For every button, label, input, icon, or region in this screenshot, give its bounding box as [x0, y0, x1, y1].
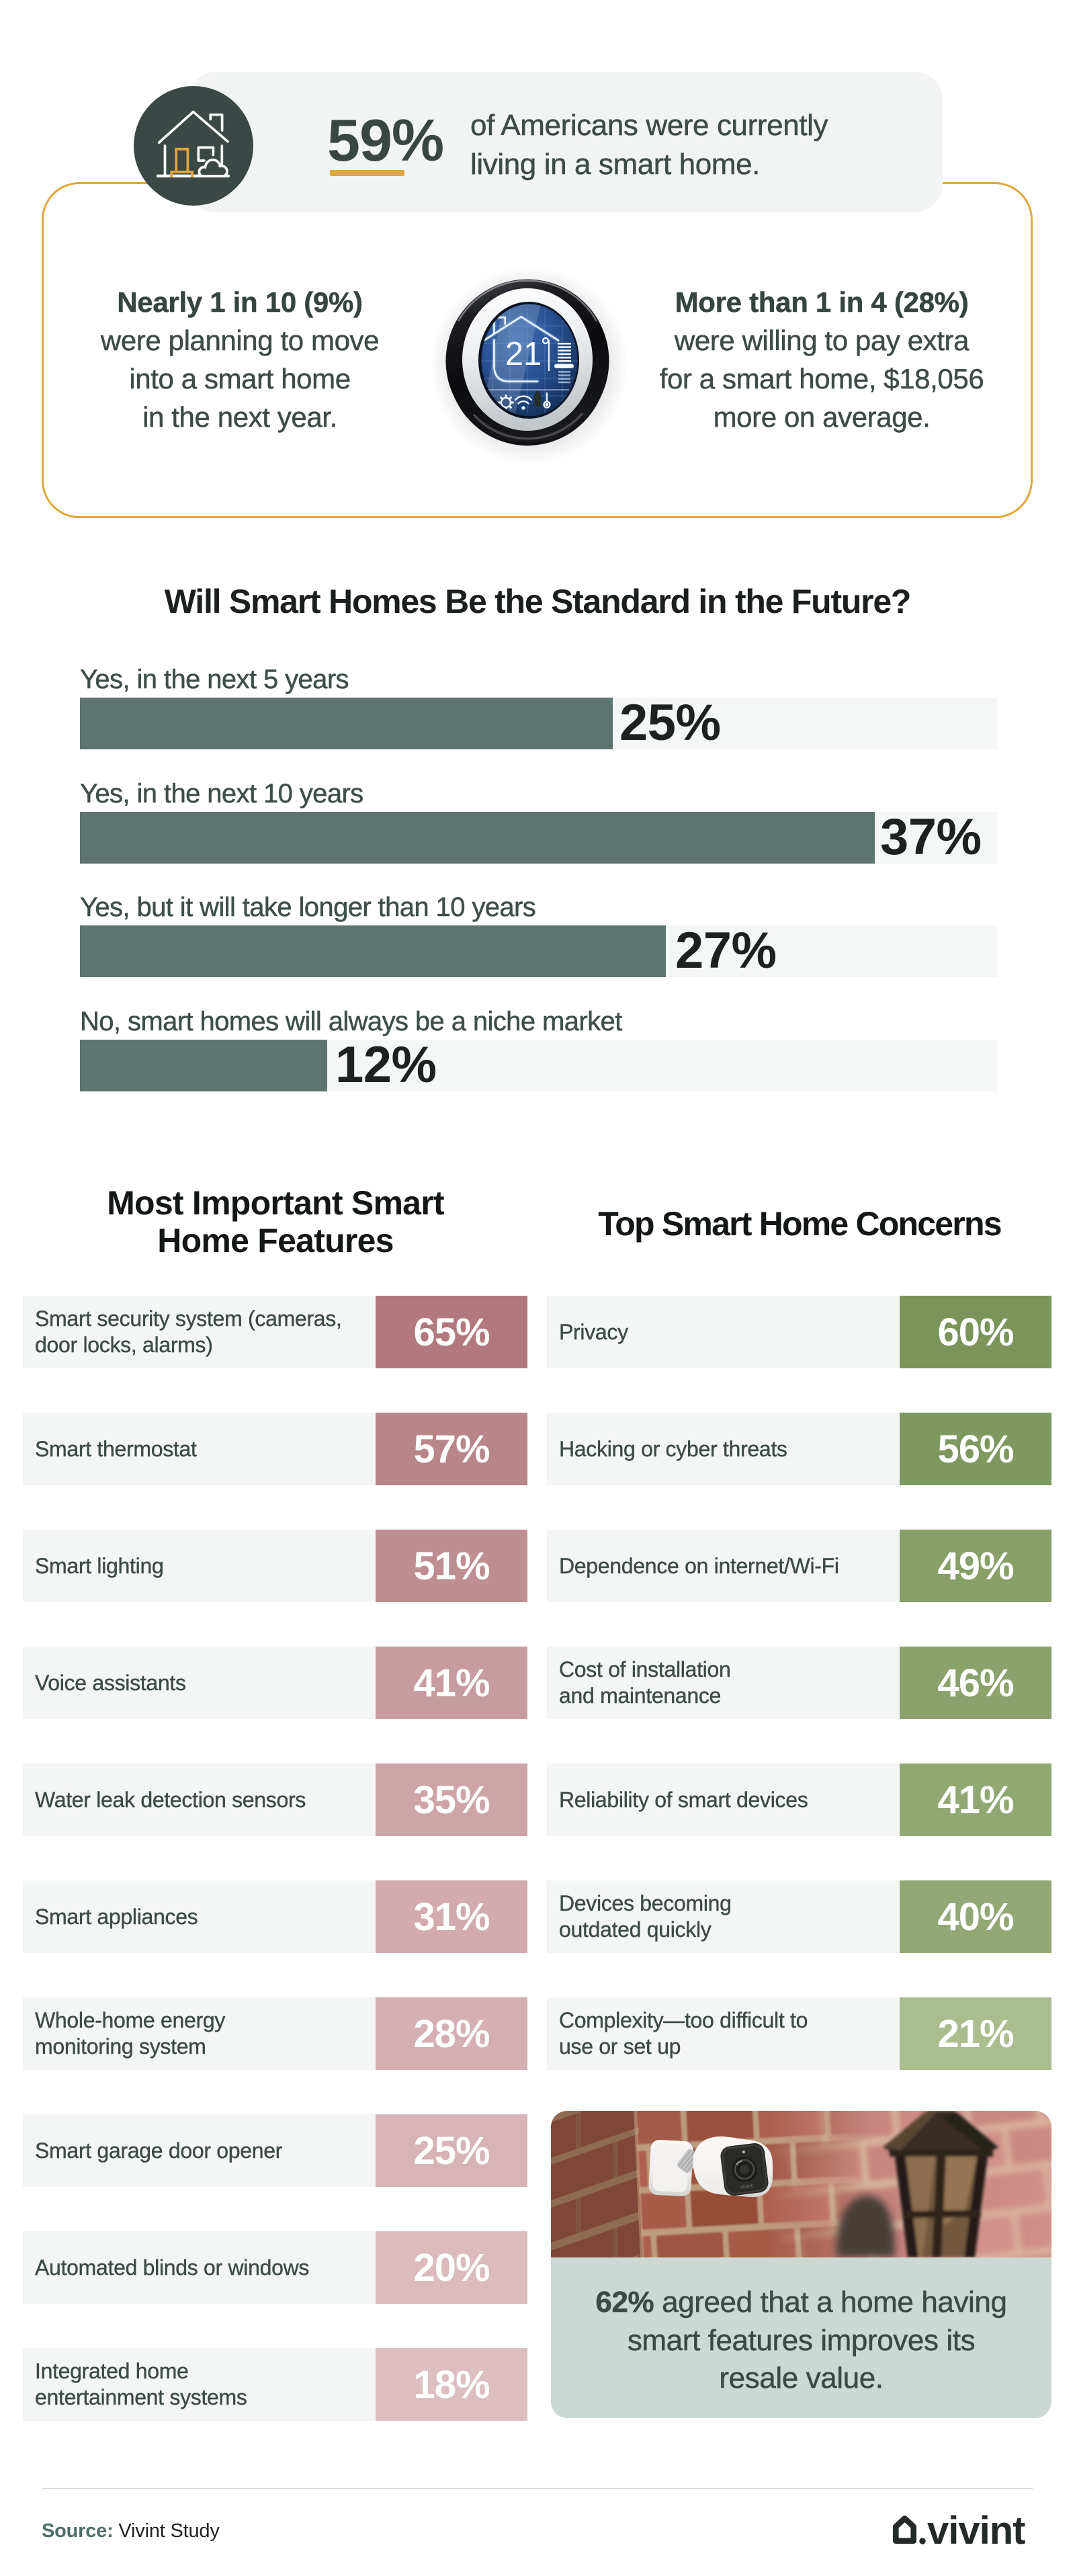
svg-text:vivint: vivint [927, 2509, 1025, 2547]
svg-text:21: 21 [505, 336, 542, 372]
svg-text:vivint: vivint [740, 2183, 754, 2190]
